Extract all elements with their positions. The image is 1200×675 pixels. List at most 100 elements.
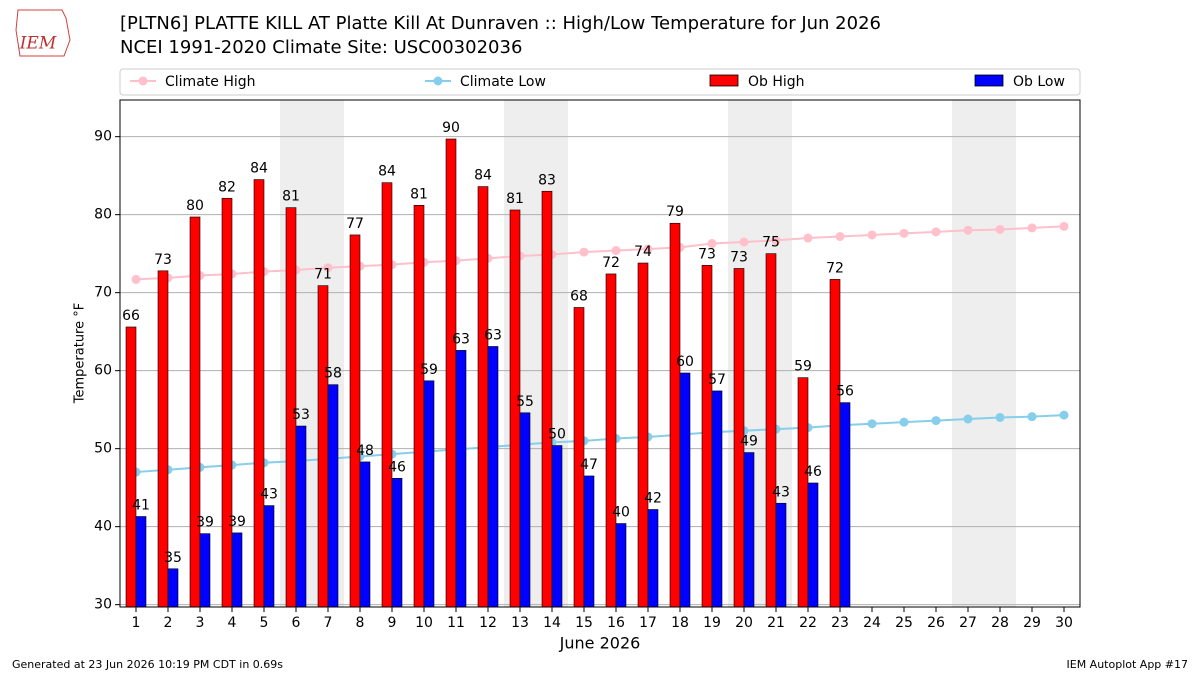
x-tick-label: 3 bbox=[196, 615, 205, 631]
x-tick-label: 13 bbox=[511, 615, 529, 631]
bar bbox=[221, 197, 233, 608]
value-label: 74 bbox=[634, 244, 652, 260]
value-label: 60 bbox=[676, 354, 694, 370]
climate-point bbox=[899, 228, 909, 238]
legend-marker bbox=[433, 76, 443, 86]
value-label: 73 bbox=[154, 252, 172, 268]
bar bbox=[701, 265, 713, 608]
plot-frame bbox=[119, 99, 1081, 608]
x-tick-label: 4 bbox=[228, 615, 237, 631]
x-tick-label: 22 bbox=[799, 615, 817, 631]
x-tick-label: 7 bbox=[324, 615, 333, 631]
climate-point bbox=[1027, 223, 1037, 233]
bar bbox=[765, 253, 777, 608]
value-label: 73 bbox=[698, 246, 716, 262]
x-tick-label: 8 bbox=[356, 615, 365, 631]
x-tick-label: 27 bbox=[959, 615, 977, 631]
bar bbox=[189, 216, 201, 608]
value-label: 59 bbox=[420, 362, 438, 378]
climate-point bbox=[579, 247, 589, 257]
bar bbox=[295, 425, 307, 608]
value-label: 59 bbox=[794, 359, 812, 375]
legend-items: Climate High Climate Low Ob High Ob Low bbox=[130, 74, 1065, 90]
value-label: 66 bbox=[122, 308, 140, 324]
y-tick-label: 90 bbox=[94, 129, 112, 145]
value-label: 72 bbox=[826, 260, 844, 276]
x-tick-label: 25 bbox=[895, 615, 913, 631]
bar bbox=[605, 273, 617, 608]
climate-point bbox=[867, 230, 877, 240]
value-label: 81 bbox=[410, 186, 428, 202]
value-label: 63 bbox=[452, 331, 470, 347]
legend-label: Ob Low bbox=[1013, 74, 1065, 90]
chart-title: [PLTN6] PLATTE KILL AT Platte Kill At Du… bbox=[120, 13, 881, 34]
value-label: 90 bbox=[442, 120, 460, 136]
bar bbox=[679, 372, 691, 608]
x-tick-label: 26 bbox=[927, 615, 945, 631]
bar bbox=[135, 516, 147, 608]
y-axis-label: Temperature °F bbox=[73, 303, 88, 404]
bar bbox=[583, 475, 595, 608]
value-label: 35 bbox=[164, 550, 182, 566]
bar bbox=[711, 390, 723, 608]
bar bbox=[647, 509, 659, 608]
x-tick-label: 9 bbox=[388, 615, 397, 631]
bar bbox=[519, 412, 531, 608]
x-tick-label: 6 bbox=[292, 615, 301, 631]
climate-point bbox=[131, 274, 141, 284]
x-tick-label: 2 bbox=[164, 615, 173, 631]
climate-point bbox=[963, 225, 973, 235]
value-label: 43 bbox=[260, 487, 278, 503]
chart-subtitle: NCEI 1991-2020 Climate Site: USC00302036 bbox=[120, 37, 522, 58]
bar bbox=[807, 482, 819, 608]
value-label: 83 bbox=[538, 172, 556, 188]
value-label: 50 bbox=[548, 427, 566, 443]
value-label: 73 bbox=[730, 249, 748, 265]
value-label: 42 bbox=[644, 491, 662, 507]
bar bbox=[775, 502, 787, 608]
value-label: 84 bbox=[378, 164, 396, 180]
bar bbox=[743, 452, 755, 608]
bar bbox=[327, 384, 339, 608]
value-label: 68 bbox=[570, 288, 588, 304]
bar bbox=[263, 505, 275, 608]
bar bbox=[359, 461, 371, 608]
x-tick-label: 10 bbox=[415, 615, 433, 631]
bar bbox=[317, 285, 329, 608]
value-label: 72 bbox=[602, 255, 620, 271]
x-tick-label: 18 bbox=[671, 615, 689, 631]
climate-point bbox=[1059, 221, 1069, 231]
x-tick-label: 15 bbox=[575, 615, 593, 631]
climate-point bbox=[995, 224, 1005, 234]
x-tick-label: 28 bbox=[991, 615, 1009, 631]
bar bbox=[125, 326, 137, 608]
x-tick-label: 12 bbox=[479, 615, 497, 631]
value-label: 39 bbox=[196, 515, 214, 531]
value-label: 63 bbox=[484, 327, 502, 343]
x-tick-label: 14 bbox=[543, 615, 561, 631]
x-tick-label: 23 bbox=[831, 615, 849, 631]
x-tick-label: 5 bbox=[260, 615, 269, 631]
value-label: 40 bbox=[612, 505, 630, 521]
value-label: 57 bbox=[708, 372, 726, 388]
value-label: 46 bbox=[804, 464, 822, 480]
x-tick-label: 16 bbox=[607, 615, 625, 631]
climate-point bbox=[931, 416, 941, 426]
x-tick-label: 24 bbox=[863, 615, 881, 631]
bar bbox=[829, 279, 841, 608]
x-tick-label: 1 bbox=[132, 615, 141, 631]
bar bbox=[487, 346, 499, 608]
bar bbox=[253, 179, 265, 608]
value-label: 39 bbox=[228, 514, 246, 530]
bar bbox=[455, 350, 467, 608]
x-tick-label: 19 bbox=[703, 615, 721, 631]
value-label: 43 bbox=[772, 484, 790, 500]
y-tick-label: 80 bbox=[94, 207, 112, 223]
bar bbox=[615, 523, 627, 608]
value-label: 75 bbox=[762, 235, 780, 251]
climate-point bbox=[867, 419, 877, 429]
y-tick-label: 50 bbox=[94, 441, 112, 457]
legend-label: Climate High bbox=[165, 74, 256, 90]
value-label: 58 bbox=[324, 366, 342, 382]
